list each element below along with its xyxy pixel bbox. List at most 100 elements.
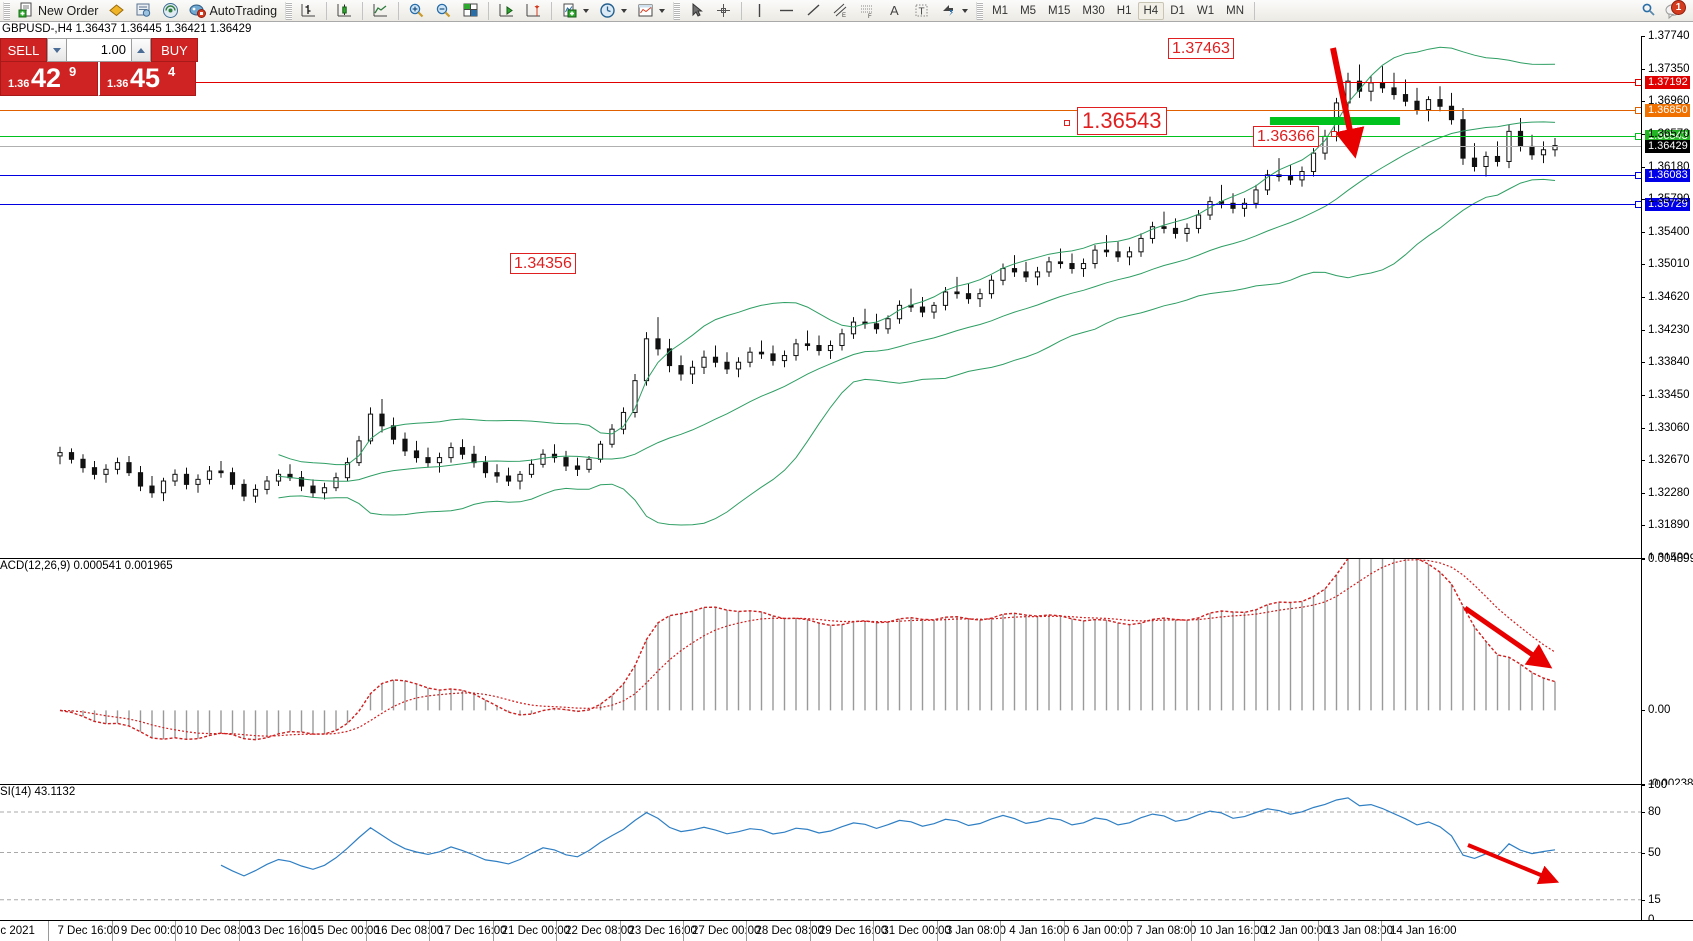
toolbar-separator-4 xyxy=(488,1,490,20)
chart-shift-button[interactable] xyxy=(520,1,547,21)
timeframe-m5[interactable]: M5 xyxy=(1020,4,1037,17)
new-order-button[interactable]: New Order xyxy=(13,1,103,21)
signals-button[interactable] xyxy=(157,1,184,21)
line-chart-button[interactable] xyxy=(367,1,394,21)
price-level-line[interactable] xyxy=(0,145,1641,147)
sell-price-display[interactable]: 1.36 42 9 xyxy=(0,62,98,96)
sell-button[interactable]: SELL xyxy=(0,38,47,62)
buy-price-sup: 4 xyxy=(168,64,176,79)
time-axis-separator xyxy=(111,921,113,941)
timeframe-mn[interactable]: MN xyxy=(1226,4,1245,17)
anno-134356[interactable]: 1.34356 xyxy=(510,253,576,274)
expert-advisors-button[interactable] xyxy=(103,1,130,21)
indicators-caret-icon[interactable] xyxy=(583,8,590,13)
price-level-line[interactable] xyxy=(0,81,1641,83)
bar-chart-button[interactable] xyxy=(295,1,322,21)
toolbar-grip-2[interactable] xyxy=(285,1,293,20)
timeframe-m30[interactable]: M30 xyxy=(1082,4,1105,17)
price-tick xyxy=(1641,231,1645,233)
price-level-tag[interactable]: 1.36850 xyxy=(1645,104,1690,118)
cursor-tool-button[interactable] xyxy=(683,1,710,21)
timeframe-w1[interactable]: W1 xyxy=(1196,4,1215,17)
volume-input[interactable]: 1.00 xyxy=(67,38,131,62)
period-caret-icon[interactable] xyxy=(621,8,628,13)
fibonacci-tool-button[interactable]: F xyxy=(854,1,881,21)
zoom-in-button[interactable] xyxy=(403,1,430,21)
time-axis-separator xyxy=(175,921,177,941)
volume-increase-button[interactable] xyxy=(131,38,151,62)
price-level-line[interactable] xyxy=(0,174,1641,176)
grid-icon xyxy=(462,2,479,19)
time-axis-separator xyxy=(1317,921,1319,941)
price-level-line[interactable] xyxy=(0,204,1641,206)
grid-button[interactable] xyxy=(457,1,484,21)
toolbar-grip[interactable] xyxy=(3,1,10,20)
anno-136543[interactable]: 1.36543 xyxy=(1077,107,1167,135)
search-icon[interactable] xyxy=(1640,2,1657,19)
price-tick xyxy=(1641,362,1645,364)
price-level-line[interactable] xyxy=(0,136,1641,138)
price-level-tag[interactable]: 1.36083 xyxy=(1645,168,1690,182)
macd-pane[interactable] xyxy=(0,559,1693,784)
crosshair-icon xyxy=(715,2,732,19)
data-window-button[interactable] xyxy=(130,1,157,21)
buy-price-display[interactable]: 1.36 45 4 xyxy=(98,62,196,96)
rsi-pane[interactable] xyxy=(0,785,1693,920)
arrows-tool-button[interactable] xyxy=(935,1,973,21)
timeframe-m1[interactable]: M1 xyxy=(992,4,1009,17)
timeframe-h4[interactable]: H4 xyxy=(1137,1,1165,20)
timeframe-m15[interactable]: M15 xyxy=(1048,4,1071,17)
annotation-anchor[interactable] xyxy=(1331,131,1337,137)
macd-axis-line xyxy=(1641,559,1642,784)
channel-icon: E xyxy=(832,2,849,19)
time-axis-label: 3 Jan 08:00 xyxy=(945,925,1006,937)
templates-caret-icon[interactable] xyxy=(659,8,666,13)
text-tool-button[interactable]: A xyxy=(881,1,908,21)
period-button[interactable] xyxy=(594,1,632,21)
text-label-tool-button[interactable]: T xyxy=(908,1,935,21)
buy-price-prefix: 1.36 xyxy=(107,78,129,90)
time-axis-label: 23 Dec 16:00 xyxy=(628,925,697,937)
time-axis-separator xyxy=(873,921,875,941)
trendline-tool-button[interactable] xyxy=(800,1,827,21)
auto-scroll-button[interactable] xyxy=(493,1,520,21)
zoom-out-button[interactable] xyxy=(430,1,457,21)
time-axis-label: 28 Dec 08:00 xyxy=(755,925,824,937)
buy-button[interactable]: BUY xyxy=(151,38,198,62)
annotation-anchor[interactable] xyxy=(1064,120,1070,126)
price-level-tag[interactable]: 1.37192 xyxy=(1645,75,1690,89)
vertical-line-tool-button[interactable] xyxy=(746,1,773,21)
price-level-tag[interactable]: 1.36429 xyxy=(1645,139,1690,153)
anno-137463[interactable]: 1.37463 xyxy=(1168,38,1234,59)
time-axis-label: 7 Dec 16:00 xyxy=(57,925,120,937)
price-level-tag[interactable]: 1.35729 xyxy=(1645,198,1690,212)
toolbar-grip-4[interactable] xyxy=(976,1,984,20)
support-zone-rectangle[interactable] xyxy=(1270,117,1400,125)
price-tick xyxy=(1641,264,1645,266)
candlestick-chart-button[interactable] xyxy=(331,1,358,21)
horizontal-line-tool-button[interactable] xyxy=(773,1,800,21)
volume-decrease-button[interactable] xyxy=(47,38,67,62)
buy-price-big: 45 xyxy=(130,63,161,93)
bar-chart-icon xyxy=(300,2,317,19)
timeframe-d1[interactable]: D1 xyxy=(1170,4,1185,17)
crosshair-tool-button[interactable] xyxy=(710,1,737,21)
sell-price-prefix: 1.36 xyxy=(8,78,30,90)
templates-button[interactable] xyxy=(632,1,670,21)
time-axis-label: 16 Dec 08:00 xyxy=(374,925,444,937)
price-scale-label: 1.35790 xyxy=(1648,193,1690,206)
notifications-button[interactable]: 1 xyxy=(1665,0,1686,20)
time-axis-separator xyxy=(619,921,621,941)
price-level-line[interactable] xyxy=(0,110,1641,112)
time-axis-separator xyxy=(683,921,684,941)
toolbar-grip-3[interactable] xyxy=(673,1,681,20)
anno-136366[interactable]: 1.36366 xyxy=(1253,126,1319,147)
arrows-caret-icon[interactable] xyxy=(962,8,969,13)
indicators-button[interactable] xyxy=(556,1,594,21)
autotrading-button[interactable]: AutoTrading xyxy=(184,1,282,21)
price-chart-pane[interactable] xyxy=(0,36,1693,558)
timeframe-h1[interactable]: H1 xyxy=(1116,4,1132,17)
equidistant-channel-tool-button[interactable]: E xyxy=(827,1,854,21)
svg-text:A: A xyxy=(890,3,899,18)
